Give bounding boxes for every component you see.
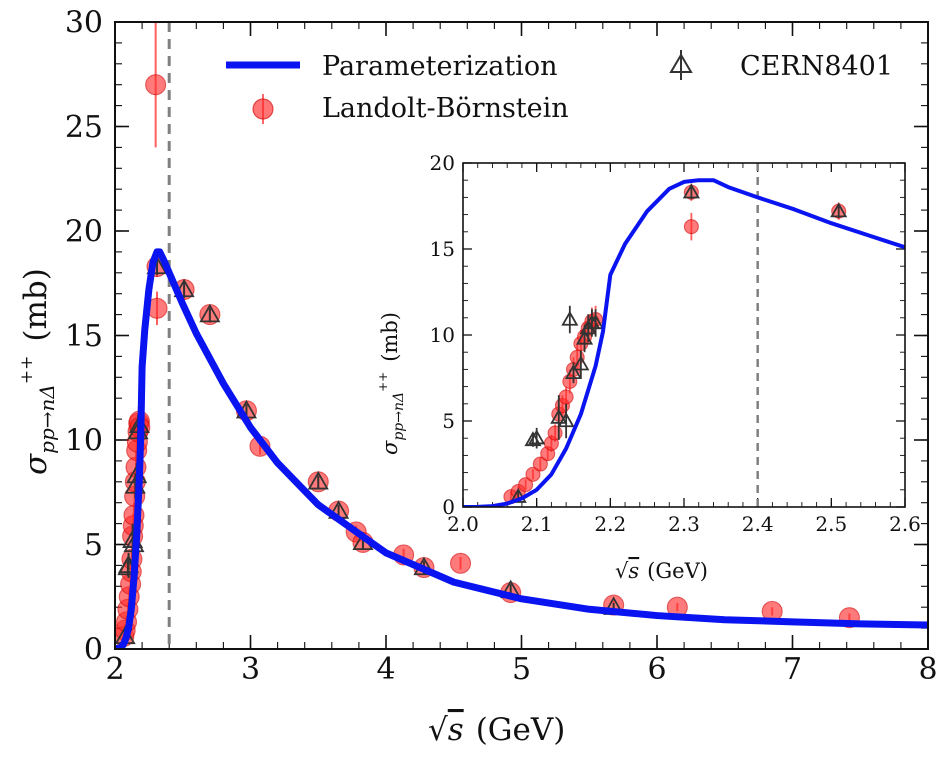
main-ylabel: σpp→nΔ++ (mb) bbox=[17, 268, 59, 475]
inset-xlabel: √s (GeV) bbox=[615, 559, 708, 583]
inset-background bbox=[463, 163, 905, 507]
inset-xtick-label: 2.0 bbox=[447, 512, 479, 536]
inset-xtick-label: 2.4 bbox=[742, 512, 774, 536]
inset-series-group bbox=[463, 178, 905, 507]
main-xlabel-var: s bbox=[448, 712, 464, 748]
main-xlabel: √s (GeV) bbox=[428, 712, 565, 748]
inset-ylabel-sup: ++ bbox=[376, 372, 390, 392]
inset-cern-point bbox=[509, 487, 527, 503]
inset-xlabel-var: s bbox=[628, 559, 639, 583]
main-xlabel-sqrt: √ bbox=[428, 712, 448, 748]
inset-tick-labels: 2.0 2.1 2.2 2.3 2.4 2.5 2.6 0 5 10 15 20 bbox=[430, 151, 921, 536]
inset-ylabel: σpp→nΔ++ (mb) bbox=[376, 312, 407, 455]
inset-ylabel-sub: pp→nΔ bbox=[391, 392, 407, 441]
main-tick-labels: 2 3 4 5 6 7 8 0 5 10 15 20 25 30 bbox=[65, 6, 938, 688]
legend-parameterization-label: Parameterization bbox=[322, 51, 557, 82]
inset-cern-point bbox=[528, 429, 546, 445]
inset-ytick-label: 10 bbox=[430, 323, 455, 347]
legend-cern-label: CERN8401 bbox=[740, 51, 893, 82]
main-cern-point bbox=[307, 470, 329, 490]
inset-cern-point bbox=[557, 412, 575, 428]
inset-ylabel-sigma: σ bbox=[378, 440, 402, 455]
main-axis-frame bbox=[114, 21, 929, 650]
inset-xtick-label: 2.3 bbox=[668, 512, 700, 536]
main-xtick-label: 5 bbox=[512, 652, 531, 687]
inset-parameterization-curve bbox=[463, 178, 905, 507]
inset-xtick-label: 2.1 bbox=[521, 512, 553, 536]
main-series-group bbox=[115, 22, 928, 649]
main-ytick-label: 25 bbox=[65, 110, 103, 145]
inset-xlabel-sqrt: √ bbox=[615, 559, 629, 583]
inset-cern-point bbox=[561, 310, 579, 326]
inset-ytick-label: 15 bbox=[430, 237, 455, 261]
main-parameterization-curve bbox=[115, 248, 928, 649]
inset-cern-point bbox=[587, 314, 605, 330]
main-xtick-label: 8 bbox=[918, 652, 937, 687]
inset-xlabel-unit: (GeV) bbox=[647, 559, 708, 583]
main-ylabel-sub: pp→nΔ bbox=[35, 384, 59, 454]
main-ytick-label: 20 bbox=[65, 215, 103, 250]
inset-landolt-point bbox=[558, 389, 574, 405]
main-ytick-label: 10 bbox=[65, 424, 103, 459]
main-cern-point bbox=[199, 303, 221, 323]
inset-cern-point bbox=[564, 364, 583, 379]
main-ytick-label: 5 bbox=[84, 528, 103, 563]
inset-ytick-label: 5 bbox=[442, 409, 455, 433]
main-ytick-label: 15 bbox=[65, 319, 103, 354]
inset-data-layer bbox=[463, 178, 905, 507]
inset-xtick-label: 2.6 bbox=[889, 512, 921, 536]
inset-xtick-label: 2.5 bbox=[815, 512, 847, 536]
inset-ylabel-unit: (mb) bbox=[378, 312, 402, 362]
main-xtick-label: 7 bbox=[783, 652, 802, 687]
main-xlabel-unit: (GeV) bbox=[476, 712, 566, 748]
inset-ytick-label: 20 bbox=[430, 151, 455, 175]
inset-landolt-point bbox=[547, 425, 563, 441]
inset-landolt-point bbox=[525, 466, 541, 482]
main-landolt-point bbox=[449, 552, 472, 574]
inset-axis-frame bbox=[462, 162, 906, 508]
main-xtick-label: 2 bbox=[105, 652, 124, 687]
legend-landolt-marker bbox=[252, 98, 274, 120]
inset-ytick-label: 0 bbox=[442, 495, 455, 519]
legend: Parameterization Landolt-Börnstein CERN8… bbox=[226, 50, 893, 124]
main-xtick-label: 4 bbox=[376, 652, 395, 687]
main-xtick-label: 6 bbox=[647, 652, 666, 687]
main-landolt-point bbox=[145, 74, 167, 96]
main-data-layer bbox=[115, 22, 928, 649]
inset-xtick-label: 2.2 bbox=[594, 512, 626, 536]
inset-cern-point bbox=[830, 202, 848, 218]
inset-plot-panel: 2.0 2.1 2.2 2.3 2.4 2.5 2.6 0 5 10 15 20 √s (GeV) σp… bbox=[376, 151, 921, 583]
main-ytick-label: 0 bbox=[84, 633, 103, 668]
main-ylabel-unit: (mb) bbox=[18, 268, 54, 341]
main-ytick-label: 30 bbox=[65, 6, 103, 41]
inset-landolt-point bbox=[518, 477, 534, 493]
main-ylabel-sigma: σ bbox=[18, 453, 54, 475]
main-xtick-label: 3 bbox=[241, 652, 260, 687]
inset-cern-point bbox=[682, 183, 700, 199]
main-ylabel-sup: ++ bbox=[17, 356, 37, 385]
inset-landolt-point bbox=[532, 456, 548, 472]
inset-cern-point bbox=[550, 408, 568, 424]
inset-cern-point bbox=[572, 355, 590, 371]
legend-landolt-label: Landolt-Börnstein bbox=[322, 93, 569, 124]
inset-landolt-point bbox=[683, 219, 699, 235]
legend-cern-marker bbox=[669, 53, 693, 73]
